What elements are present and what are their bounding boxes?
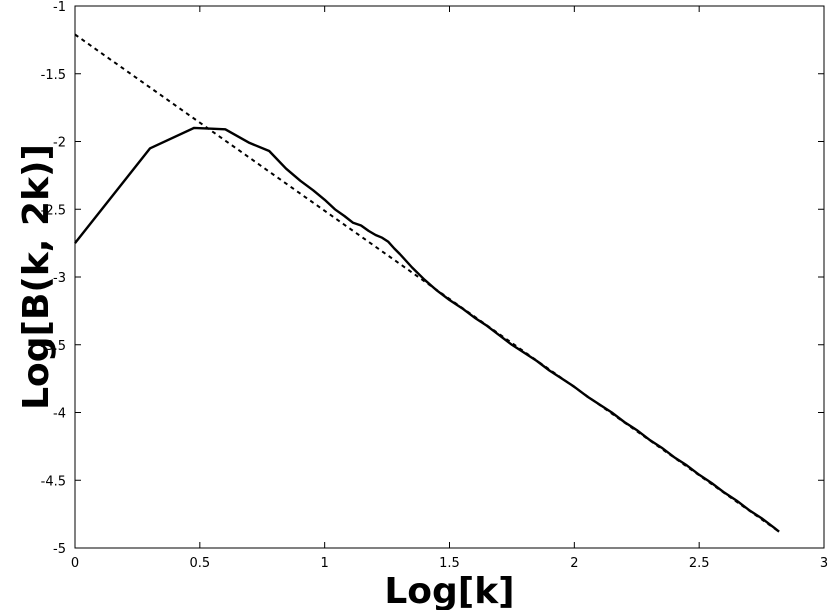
- y-tick-label: -2.5: [41, 203, 66, 218]
- x-tick-label: 0: [71, 556, 79, 571]
- series-layer: [74, 33, 780, 533]
- x-axis-title: Log[k]: [384, 571, 514, 610]
- plot-area: [74, 5, 825, 549]
- x-tick-label: 1: [321, 556, 329, 571]
- y-axis-ticks: -1 -1.5 -2 -2.5 -3 -3.5 -4 -4.5 -5: [41, 0, 824, 557]
- y-tick-label: -2: [53, 136, 66, 151]
- data-series-line: [74, 126, 780, 533]
- y-tick-label: -4: [53, 407, 66, 422]
- x-axis-ticks: 0 0.5 1 1.5 2 2.5 3: [71, 6, 828, 571]
- x-tick-label: 2.5: [689, 556, 710, 571]
- x-tick-label: 0.5: [189, 556, 210, 571]
- plot-frame: [74, 5, 825, 549]
- y-tick-label: -1: [53, 0, 66, 15]
- y-tick-label: -1.5: [41, 68, 66, 83]
- y-tick-label: -5: [53, 542, 66, 557]
- y-tick-label: -3.5: [41, 339, 66, 354]
- y-tick-label: -3: [53, 271, 66, 286]
- y-axis-title: Log[B(k, 2k)]: [16, 144, 57, 410]
- x-tick-label: 2: [570, 556, 578, 571]
- x-tick-label: 1.5: [439, 556, 460, 571]
- y-tick-label: -4.5: [41, 474, 66, 489]
- x-tick-label: 3: [820, 556, 828, 571]
